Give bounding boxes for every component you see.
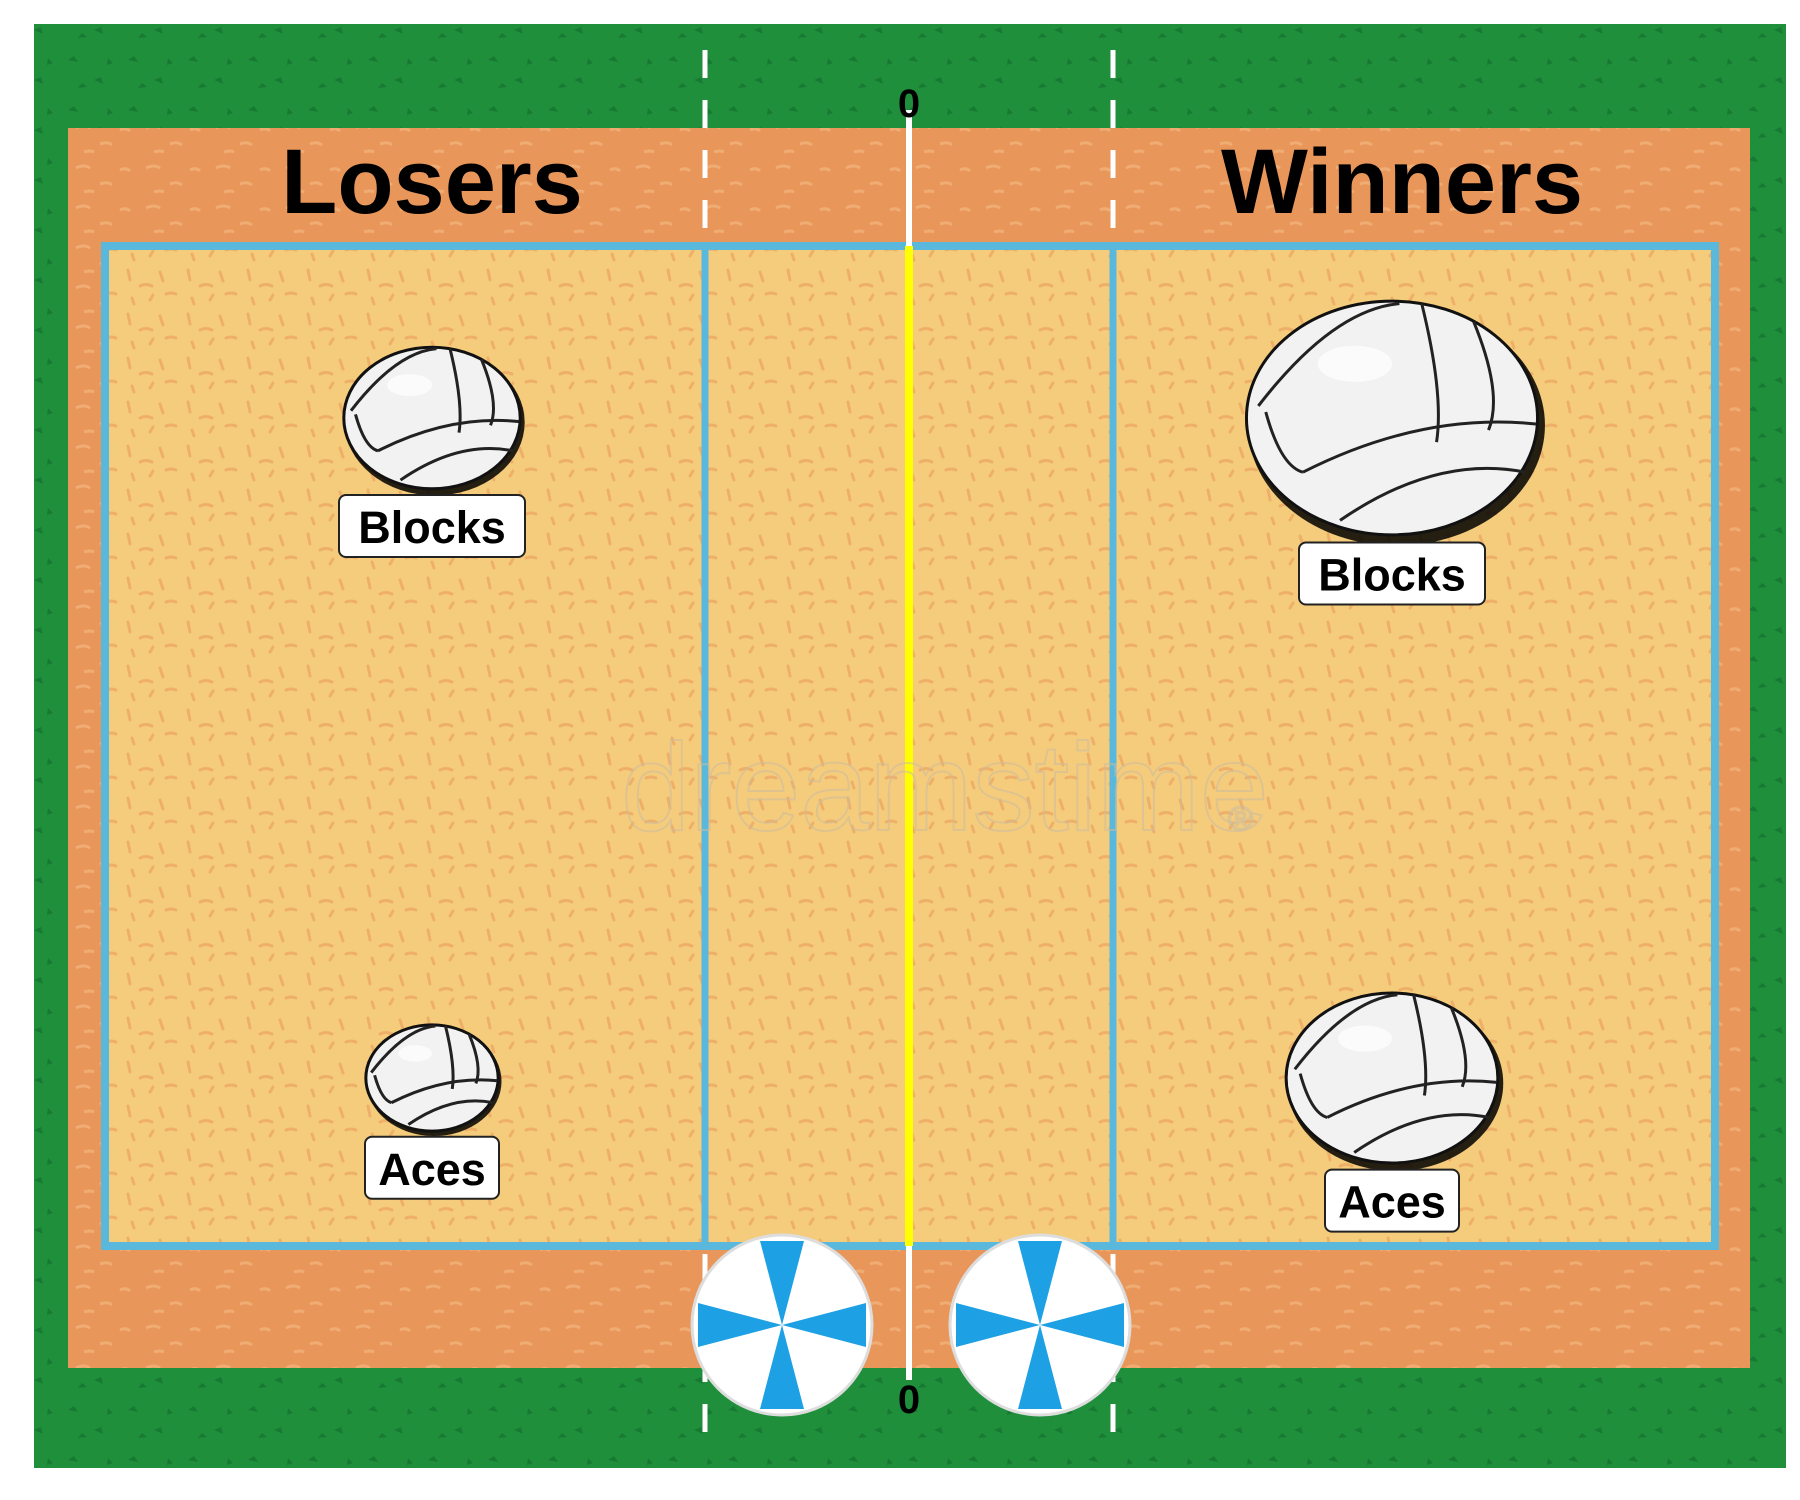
category-label-winners-blocks: Blocks (1298, 541, 1486, 606)
net-mark-bottom: 0 (898, 1378, 920, 1422)
watermark-text: dreamstime (621, 719, 1269, 857)
volleyball-icon-losers-blocks (342, 345, 525, 496)
volleyball-icon-winners-aces (1284, 991, 1504, 1171)
volleyball-icon-winners-blocks (1244, 299, 1545, 546)
category-label-text: Aces (378, 1144, 486, 1195)
category-label-text: Blocks (1318, 549, 1466, 600)
pictograph-marks: Blocks Aces Blocks Aces (338, 299, 1545, 1233)
net-mark-top: 0 (898, 82, 920, 126)
series-title-losers: Losers (281, 131, 583, 233)
volleyball-icon-losers-aces (364, 1023, 502, 1137)
category-label-losers-aces: Aces (364, 1135, 500, 1200)
series-title-winners: Winners (1221, 131, 1583, 233)
watermark-registered-mark: ® (1228, 800, 1253, 838)
category-label-text: Aces (1338, 1177, 1446, 1228)
category-label-text: Blocks (358, 502, 506, 553)
umbrella-icon-right (948, 1233, 1132, 1417)
category-label-winners-aces: Aces (1324, 1168, 1460, 1233)
umbrella-icon-left (690, 1233, 874, 1417)
category-label-losers-blocks: Blocks (338, 494, 526, 558)
